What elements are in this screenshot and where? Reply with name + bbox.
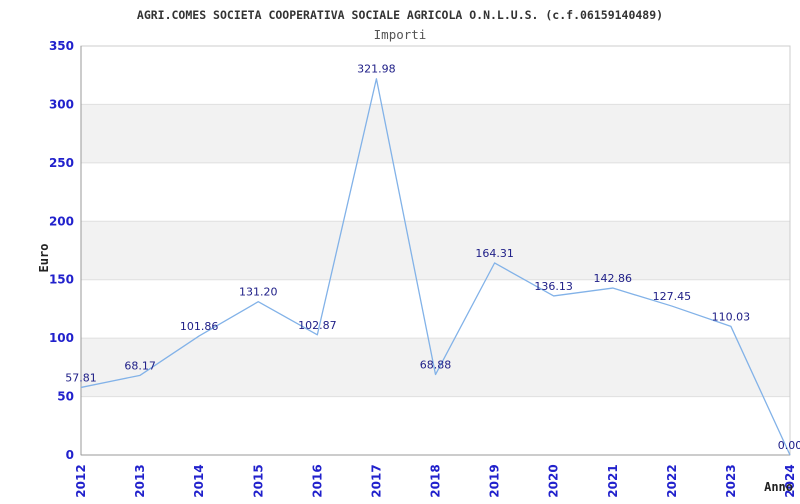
data-label: 68.17 <box>124 359 156 372</box>
x-tick-label: 2013 <box>133 464 147 497</box>
data-line <box>80 78 791 456</box>
data-label: 68.88 <box>420 359 452 372</box>
data-label: 127.45 <box>653 290 692 303</box>
y-tick-label: 200 <box>49 214 74 228</box>
plot-area: 0 50 100 150 200 250 300 350 2012 2013 2014 2015 201… <box>49 39 800 498</box>
band-row <box>81 221 790 280</box>
y-axis-title: Euro <box>37 244 51 273</box>
y-tick-label: 150 <box>49 273 74 287</box>
data-label: 321.98 <box>357 63 396 76</box>
chart-title: AGRI.COMES SOCIETA COOPERATIVA SOCIALE A… <box>136 8 664 22</box>
x-tick-label: 2015 <box>251 464 265 497</box>
chart-subtitle: Importi <box>373 27 427 42</box>
x-tick-label: 2021 <box>606 464 620 497</box>
x-tick-label: 2023 <box>724 464 738 497</box>
data-label: 0.00 <box>778 439 800 452</box>
y-tick-label: 300 <box>49 97 74 111</box>
y-tick-label: 100 <box>49 331 74 345</box>
x-tick-label: 2024 <box>783 464 797 497</box>
x-tick-label: 2017 <box>369 464 383 497</box>
band-row <box>81 104 790 163</box>
band-row <box>81 338 790 397</box>
x-tick-label: 2020 <box>547 464 561 497</box>
y-tick-label: 250 <box>49 156 74 170</box>
data-label: 142.86 <box>594 272 633 285</box>
data-label: 57.81 <box>65 371 97 384</box>
y-tick-label: 350 <box>49 39 74 53</box>
y-tick-label: 50 <box>57 390 74 404</box>
x-tick-label: 2019 <box>488 464 502 497</box>
x-axis-title: Anno <box>764 480 793 494</box>
data-label: 101.86 <box>180 320 219 333</box>
y-tick-label: 0 <box>66 448 74 462</box>
x-tick-label: 2014 <box>192 464 206 497</box>
x-tick-label: 2022 <box>665 464 679 497</box>
data-label: 110.03 <box>712 310 751 323</box>
data-label: 102.87 <box>298 319 337 332</box>
x-tick-label: 2018 <box>429 464 443 497</box>
x-tick-label: 2012 <box>74 464 88 497</box>
data-label: 164.31 <box>475 247 514 260</box>
data-label: 131.20 <box>239 286 278 299</box>
x-tick-label: 2016 <box>310 464 324 497</box>
data-label: 136.13 <box>534 280 573 293</box>
